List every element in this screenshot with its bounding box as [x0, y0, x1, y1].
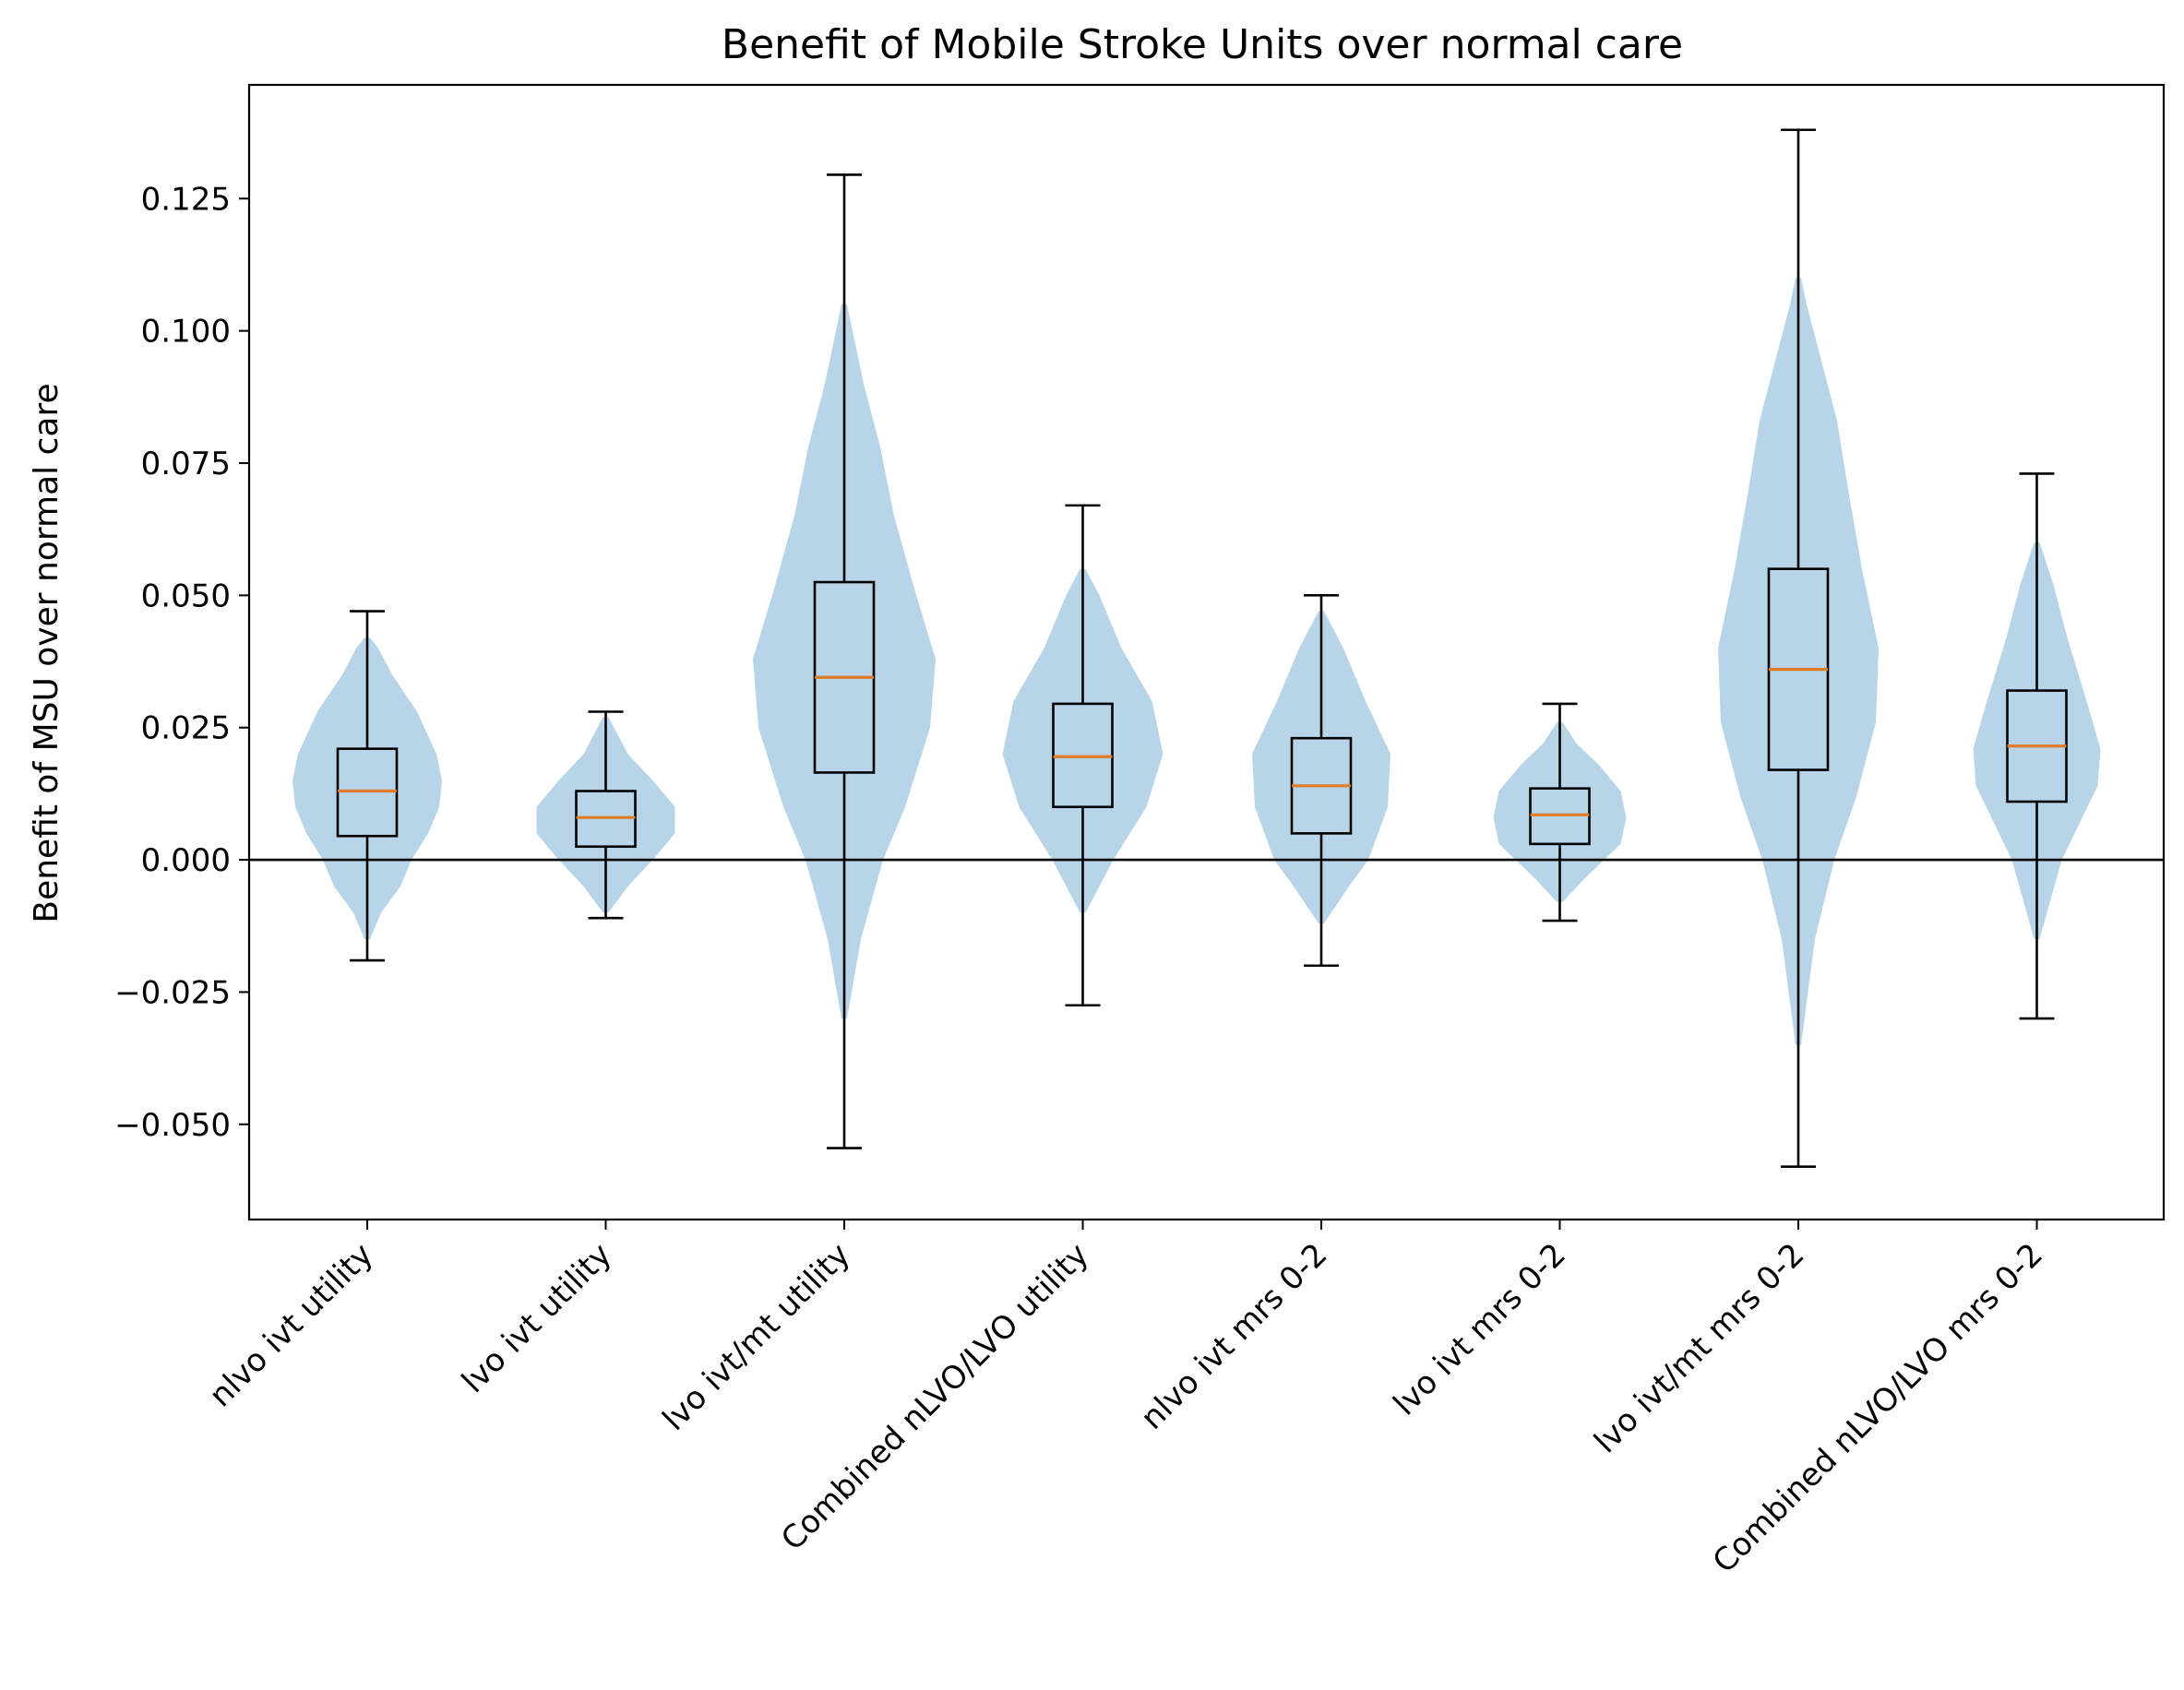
x-tick-label: lvo ivt mrs 0-2 — [1387, 1236, 1573, 1422]
violin-1 — [292, 637, 442, 940]
y-tick-label: 0.025 — [141, 710, 231, 747]
x-tick-label: lvo ivt/mt mrs 0-2 — [1587, 1236, 1811, 1460]
violin-2 — [536, 717, 675, 913]
y-tick-label: −0.025 — [114, 974, 231, 1011]
y-axis-label: Benefit of MSU over normal care — [28, 383, 66, 922]
y-tick-label: 0.000 — [141, 842, 231, 879]
x-tick-label: lvo ivt utility — [455, 1236, 619, 1400]
y-tick-label: −0.050 — [114, 1107, 231, 1144]
violin-8 — [1973, 542, 2101, 940]
plot-area: −0.050 −0.025 0.000 0.025 0.050 0.075 0.100 0.1… — [114, 83, 2166, 1580]
violin-3 — [753, 304, 936, 1019]
chart-title: Benefit of Mobile Stroke Units over norm… — [722, 21, 1683, 68]
plot-frame — [247, 83, 2166, 1221]
violin-5 — [1252, 611, 1390, 923]
y-tick-label: 0.050 — [141, 577, 231, 614]
x-tick-label: lvo ivt/mt utility — [656, 1236, 858, 1438]
y-tick-label: 0.075 — [141, 446, 231, 482]
x-tick-label: nlvo ivt utility — [202, 1236, 380, 1414]
violin-7 — [1718, 278, 1879, 1045]
y-tick-label: 0.100 — [141, 314, 231, 351]
x-tick-label: nlvo ivt mrs 0-2 — [1134, 1236, 1335, 1437]
violin-4 — [1002, 568, 1164, 913]
violin-6 — [1493, 722, 1627, 902]
y-tick-label: 0.125 — [141, 181, 231, 218]
